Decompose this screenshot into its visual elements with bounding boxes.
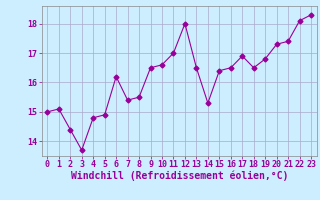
X-axis label: Windchill (Refroidissement éolien,°C): Windchill (Refroidissement éolien,°C) [70, 171, 288, 181]
